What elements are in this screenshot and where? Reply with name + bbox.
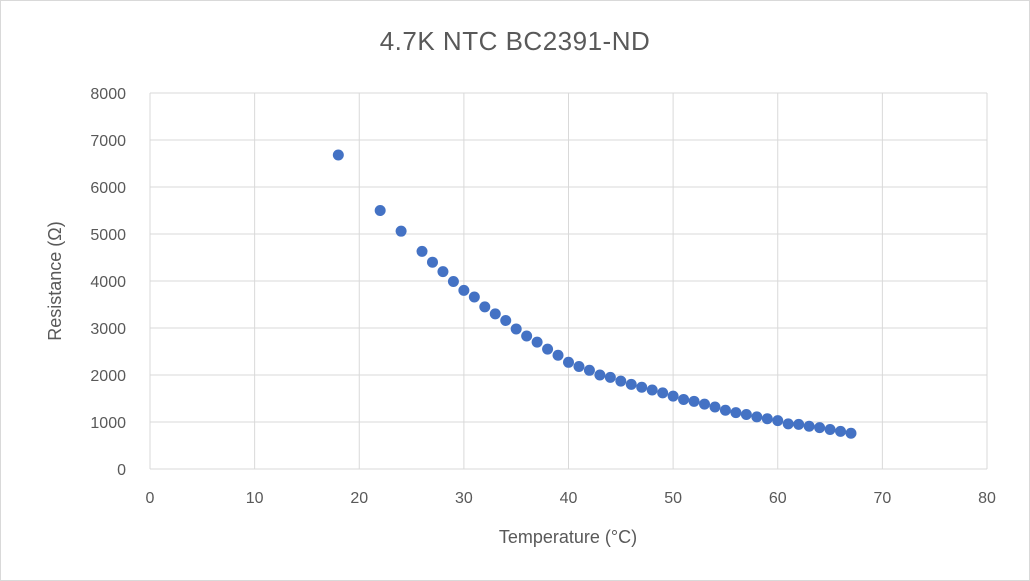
data-point bbox=[772, 415, 784, 427]
data-point bbox=[437, 266, 449, 278]
data-point bbox=[479, 301, 491, 313]
data-point bbox=[604, 371, 616, 383]
data-point bbox=[583, 364, 595, 376]
data-point bbox=[615, 375, 627, 387]
y-tick-label: 5000 bbox=[90, 227, 126, 244]
x-tick-label: 0 bbox=[146, 490, 155, 507]
data-point bbox=[814, 422, 826, 434]
data-point bbox=[751, 411, 763, 423]
data-point bbox=[636, 381, 648, 393]
data-points bbox=[332, 149, 857, 439]
data-point bbox=[667, 390, 679, 402]
y-axis-title: Resistance (Ω) bbox=[45, 221, 65, 341]
gridlines bbox=[149, 92, 988, 470]
data-point bbox=[625, 378, 637, 390]
data-point bbox=[803, 420, 815, 432]
data-point bbox=[510, 323, 522, 335]
data-point bbox=[646, 384, 658, 396]
y-tick-label: 4000 bbox=[90, 274, 126, 291]
x-tick-label: 70 bbox=[873, 490, 891, 507]
data-point bbox=[552, 349, 564, 361]
data-point bbox=[761, 413, 773, 425]
data-point bbox=[782, 418, 794, 430]
y-tick-label: 6000 bbox=[90, 180, 126, 197]
data-point bbox=[395, 225, 407, 237]
data-point bbox=[458, 284, 470, 296]
x-tick-label: 50 bbox=[664, 490, 682, 507]
data-point bbox=[730, 407, 742, 419]
data-point bbox=[793, 418, 805, 430]
data-point bbox=[500, 314, 512, 326]
data-point bbox=[416, 245, 428, 257]
x-tick-label: 30 bbox=[455, 490, 473, 507]
data-point bbox=[573, 361, 585, 373]
data-point bbox=[657, 387, 669, 399]
data-point bbox=[521, 330, 533, 342]
data-point bbox=[332, 149, 344, 161]
data-point bbox=[678, 393, 690, 405]
data-point bbox=[563, 356, 574, 368]
data-point bbox=[709, 401, 721, 413]
y-axis-ticks: 0 1000 2000 3000 4000 5000 6000 7000 8000 bbox=[90, 86, 126, 479]
y-tick-label: 1000 bbox=[90, 415, 126, 432]
data-point bbox=[824, 424, 836, 436]
x-tick-label: 10 bbox=[246, 490, 264, 507]
data-point bbox=[542, 343, 554, 355]
data-point bbox=[740, 408, 752, 420]
data-point bbox=[531, 336, 543, 348]
x-tick-label: 60 bbox=[769, 490, 787, 507]
y-tick-label: 7000 bbox=[90, 133, 126, 150]
data-point bbox=[835, 425, 847, 437]
x-axis-title: Temperature (°C) bbox=[499, 527, 637, 547]
y-tick-label: 2000 bbox=[90, 368, 126, 385]
data-point bbox=[688, 395, 700, 407]
y-tick-label: 3000 bbox=[90, 321, 126, 338]
y-tick-label: 8000 bbox=[90, 86, 126, 103]
data-point bbox=[594, 369, 606, 381]
data-point bbox=[468, 291, 480, 303]
data-point bbox=[374, 205, 386, 216]
data-point bbox=[845, 427, 857, 439]
data-point bbox=[699, 398, 711, 410]
x-tick-label: 20 bbox=[350, 490, 368, 507]
chart-title: 4.7K NTC BC2391-ND bbox=[379, 26, 651, 56]
data-point bbox=[489, 308, 501, 320]
data-point bbox=[719, 404, 731, 416]
data-point bbox=[426, 256, 438, 268]
data-point bbox=[447, 275, 459, 287]
x-axis-ticks: 0 10 20 30 40 50 60 70 80 bbox=[146, 490, 996, 507]
y-tick-label: 0 bbox=[117, 462, 126, 479]
x-tick-label: 40 bbox=[560, 490, 578, 507]
x-tick-label: 80 bbox=[978, 490, 996, 507]
